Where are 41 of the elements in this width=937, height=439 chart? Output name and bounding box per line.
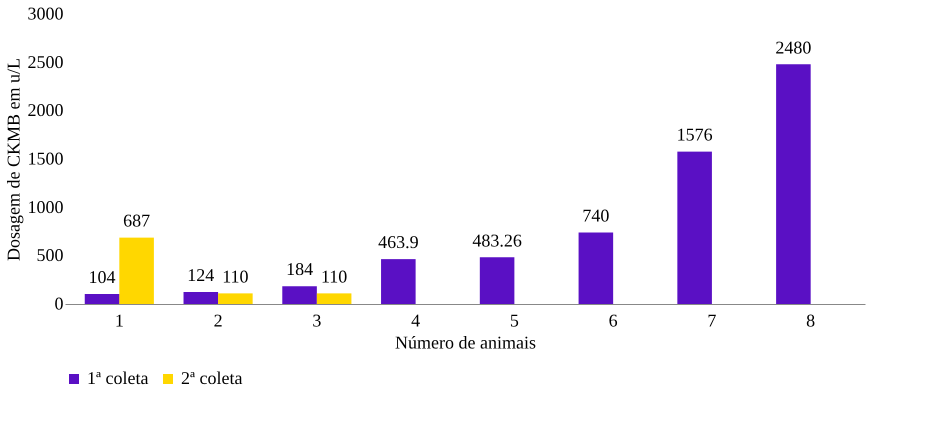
x-tick-label: 4 bbox=[411, 310, 420, 330]
bar bbox=[184, 292, 218, 304]
x-tick-label: 1 bbox=[114, 310, 124, 330]
bar bbox=[218, 293, 253, 304]
data-label: 124 bbox=[187, 265, 214, 286]
data-label: 184 bbox=[286, 259, 314, 280]
y-tick-label: 3000 bbox=[28, 4, 64, 24]
bar bbox=[381, 259, 416, 304]
data-label: 687 bbox=[123, 210, 150, 231]
y-tick-label: 1500 bbox=[28, 148, 64, 168]
data-label: 1576 bbox=[676, 124, 713, 145]
data-label: 110 bbox=[222, 266, 249, 286]
bar bbox=[282, 286, 317, 304]
legend-label: 2ª coleta bbox=[181, 368, 242, 388]
bar bbox=[316, 293, 352, 304]
y-tick-label: 1000 bbox=[28, 196, 64, 217]
data-label: 104 bbox=[88, 266, 116, 287]
bar bbox=[677, 152, 712, 304]
legend-label: 1ª coleta bbox=[87, 368, 148, 388]
data-label: 483.26 bbox=[472, 230, 522, 250]
bar bbox=[84, 294, 120, 304]
y-tick-label: 2500 bbox=[28, 52, 64, 72]
x-axis-title: Número de animais bbox=[395, 332, 536, 352]
x-tick-label: 8 bbox=[806, 310, 816, 330]
x-tick-label: 6 bbox=[608, 310, 618, 330]
data-label: 740 bbox=[582, 205, 610, 226]
bar bbox=[119, 238, 154, 304]
data-label: 2480 bbox=[775, 37, 812, 58]
y-tick-label: 2000 bbox=[28, 100, 64, 120]
bar bbox=[480, 257, 514, 304]
data-label: 463.9 bbox=[378, 232, 419, 252]
y-tick-label: 0 bbox=[54, 294, 64, 314]
y-axis-title: Dosagem de CKMB em u/L bbox=[4, 58, 24, 261]
x-tick-label: 2 bbox=[214, 310, 223, 330]
x-tick-label: 7 bbox=[707, 310, 716, 330]
bar bbox=[578, 232, 614, 304]
x-tick-label: 5 bbox=[510, 310, 519, 330]
y-tick-label: 500 bbox=[36, 245, 64, 266]
bar bbox=[776, 64, 811, 304]
data-label: 110 bbox=[320, 266, 348, 286]
x-tick-label: 3 bbox=[312, 310, 322, 330]
